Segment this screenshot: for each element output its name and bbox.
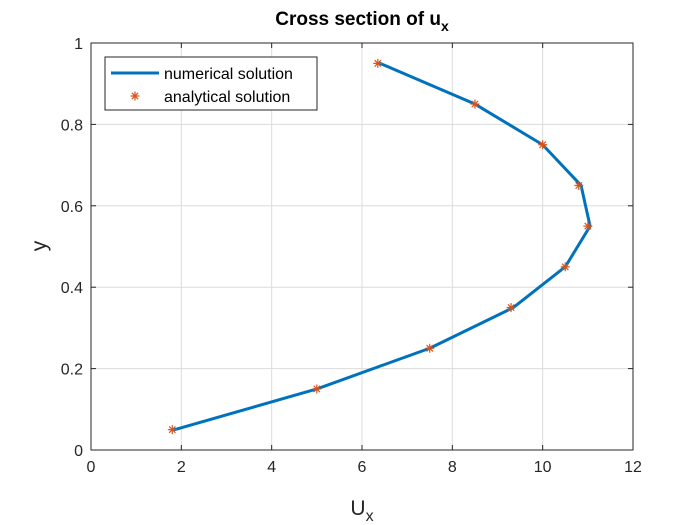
analytical-point-4 <box>560 262 570 272</box>
analytical-point-0 <box>167 425 177 435</box>
x-tick-label-0: 0 <box>87 459 96 476</box>
series-layer <box>167 58 593 435</box>
series-line-numerical <box>173 61 592 432</box>
analytical-point-9 <box>373 58 383 68</box>
analytical-point-0-stroke-3 <box>168 426 176 434</box>
analytical-point-2 <box>425 343 435 353</box>
x-axis-label-subscript: x <box>366 508 374 525</box>
chart-title: Cross section of ux <box>275 9 449 34</box>
analytical-point-1 <box>312 384 322 394</box>
y-tick-label-4: 0.8 <box>61 117 83 134</box>
y-tick-label-2: 0.4 <box>61 280 83 297</box>
chart-title-main: Cross section of u <box>275 9 441 30</box>
analytical-point-6-stroke-3 <box>575 181 583 190</box>
x-tick-label-4: 8 <box>448 459 457 476</box>
x-tick-label-1: 2 <box>177 459 186 476</box>
legend-label-numerical: numerical solution <box>164 66 293 83</box>
analytical-point-7 <box>538 140 548 150</box>
analytical-point-7-stroke-3 <box>539 141 547 149</box>
legend-label-analytical: analytical solution <box>164 89 290 106</box>
analytical-point-5-stroke-3 <box>584 222 592 230</box>
chart-title-subscript: x <box>441 18 449 34</box>
analytical-point-2-stroke-3 <box>426 344 434 352</box>
x-tick-label-5: 10 <box>534 459 552 476</box>
x-axis-label: Ux <box>350 497 373 525</box>
analytical-point-8 <box>470 99 480 109</box>
x-axis-label-main: U <box>350 497 365 520</box>
legend-asterisk <box>130 91 140 101</box>
x-tick-label-2: 4 <box>267 459 276 476</box>
analytical-point-5 <box>583 221 593 231</box>
y-tick-label-5: 1 <box>74 36 83 53</box>
y-tick-label-0: 0 <box>74 443 83 460</box>
legend-box <box>104 56 318 111</box>
y-axis-label: y <box>28 240 51 251</box>
y-tick-label-3: 0.6 <box>61 199 83 216</box>
analytical-point-1-stroke-3 <box>313 385 321 393</box>
analytical-point-6 <box>574 180 584 190</box>
y-tick-label-1: 0.2 <box>61 362 83 379</box>
axes: 0 2 4 6 8 10 12 0 0.2 0.4 0.6 0.8 1 <box>61 36 642 476</box>
legend-marker-swatch <box>130 91 140 101</box>
legend: numerical solution analytical solution <box>104 56 318 111</box>
x-tick-label-3: 6 <box>358 459 367 476</box>
analytical-point-8-stroke-3 <box>471 100 479 108</box>
analytical-point-3-stroke-3 <box>507 303 515 312</box>
legend-asterisk-stroke-3 <box>131 92 139 100</box>
analytical-point-3 <box>506 303 516 313</box>
analytical-point-9-stroke-3 <box>374 59 382 67</box>
analytical-point-4-stroke-3 <box>561 263 569 271</box>
x-tick-label-6: 12 <box>624 459 642 476</box>
